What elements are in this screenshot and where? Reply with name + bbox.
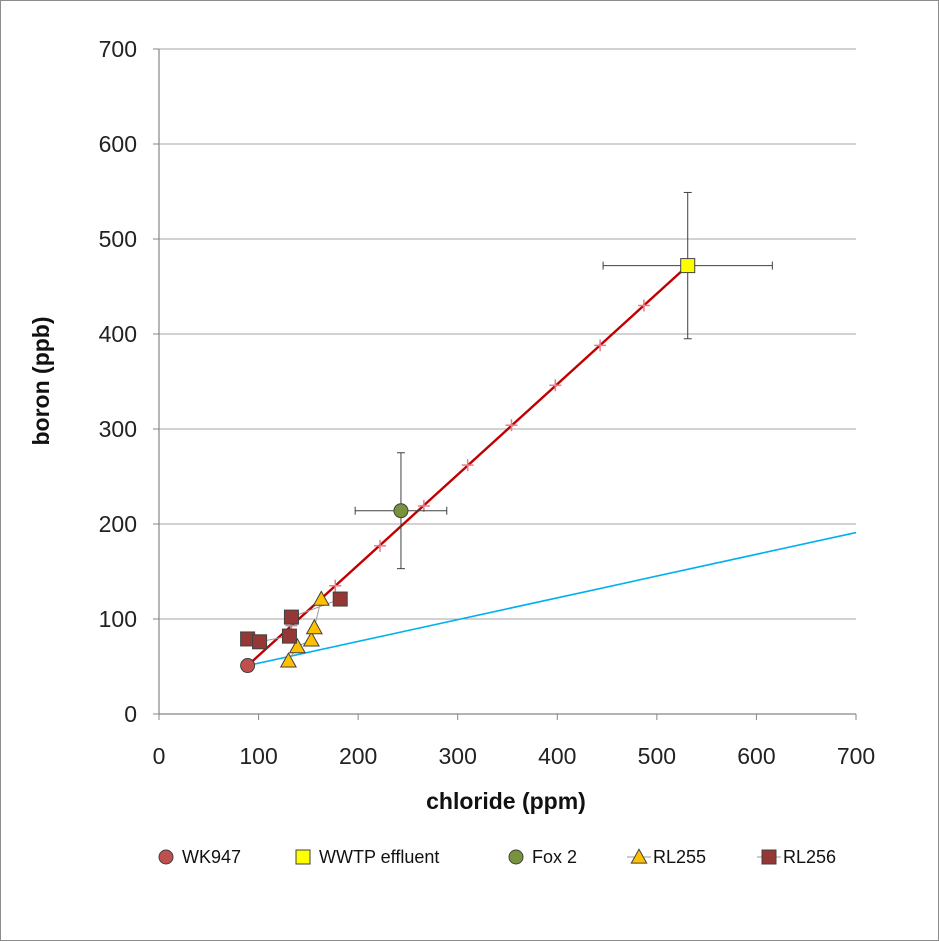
rl255-point: [288, 637, 306, 654]
y-axis-title: boron (ppb): [28, 316, 54, 445]
x-tick-label: 100: [239, 743, 277, 769]
x-tick-label: 300: [439, 743, 477, 769]
x-tick-label: 700: [837, 743, 875, 769]
x-axis-title: chloride (ppm): [426, 788, 586, 814]
x-tick-label: 500: [638, 743, 676, 769]
y-tick-label: 100: [99, 606, 137, 632]
rl256-legend-label: RL256: [783, 847, 836, 867]
rl256-point: [252, 634, 268, 650]
y-tick-label: 0: [124, 701, 137, 727]
rl256-point: [281, 628, 297, 644]
fox-2-legend-marker: [508, 849, 524, 865]
wwtp-effluent-legend-marker: [295, 849, 311, 865]
wwtp-effluent-point: [680, 258, 696, 274]
tick-label-layer: 0 100 200 300 400 500 600 700 0 100 200 300 400 500 60…: [99, 36, 876, 769]
y-tick-label: 500: [99, 226, 137, 252]
rl256-legend-marker: [761, 849, 777, 865]
reference-line: [247, 531, 857, 667]
rl255-legend-marker: [630, 848, 648, 864]
rl255-point: [305, 618, 323, 635]
rl255-point: [312, 590, 330, 606]
rl256-point: [283, 609, 299, 625]
legend: WK947 WWTP effluent Fox 2 RL255 RL256: [158, 847, 836, 867]
x-tick-label: 200: [339, 743, 377, 769]
wk947-legend-label: WK947: [182, 847, 241, 867]
rl255-legend-label: RL255: [653, 847, 706, 867]
x-tick-label: 600: [737, 743, 775, 769]
fox-2-legend-label: Fox 2: [532, 847, 577, 867]
fox-2-point: [393, 503, 409, 519]
y-tick-label: 400: [99, 321, 137, 347]
y-tick-label: 700: [99, 36, 137, 62]
rl255-point: [279, 652, 297, 668]
points-layer: [240, 258, 696, 674]
wwtp-effluent-legend-label: WWTP effluent: [319, 847, 439, 867]
grid-layer: [159, 48, 856, 620]
wk947-point: [240, 658, 256, 674]
axes-layer: [153, 48, 857, 720]
y-tick-label: 300: [99, 416, 137, 442]
y-tick-label: 200: [99, 511, 137, 537]
x-tick-label: 400: [538, 743, 576, 769]
wk947-legend-marker: [158, 849, 174, 865]
rl255-point: [302, 631, 320, 647]
x-tick-label: 0: [153, 743, 166, 769]
y-tick-label: 600: [99, 131, 137, 157]
rl256-point: [332, 591, 348, 607]
